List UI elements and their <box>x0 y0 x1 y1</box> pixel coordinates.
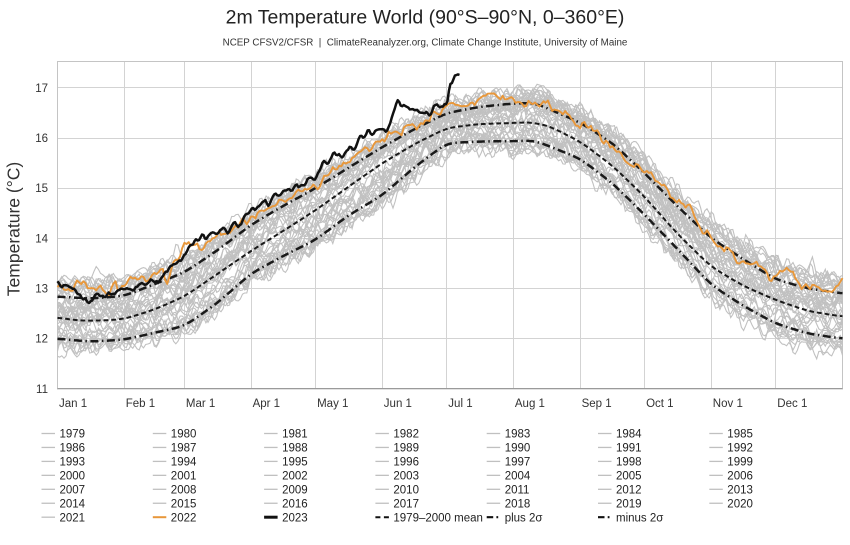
svg-text:May 1: May 1 <box>317 398 348 410</box>
svg-text:Aug 1: Aug 1 <box>515 398 545 410</box>
svg-text:2007: 2007 <box>60 484 86 496</box>
svg-text:Dec 1: Dec 1 <box>777 398 807 410</box>
svg-text:1999: 1999 <box>727 457 753 469</box>
svg-text:2006: 2006 <box>727 471 753 483</box>
svg-text:1979: 1979 <box>60 429 86 441</box>
svg-text:11: 11 <box>36 384 48 396</box>
svg-text:2019: 2019 <box>616 498 642 510</box>
svg-text:Nov 1: Nov 1 <box>713 398 743 410</box>
svg-text:2021: 2021 <box>60 512 86 524</box>
svg-text:1988: 1988 <box>282 443 308 455</box>
svg-text:2003: 2003 <box>393 471 419 483</box>
svg-text:1994: 1994 <box>171 457 197 469</box>
svg-text:Jan 1: Jan 1 <box>59 398 87 410</box>
svg-text:1995: 1995 <box>282 457 308 469</box>
svg-text:2012: 2012 <box>616 484 642 496</box>
svg-text:Apr 1: Apr 1 <box>253 398 281 410</box>
svg-text:2004: 2004 <box>505 471 531 483</box>
svg-text:2016: 2016 <box>282 498 308 510</box>
svg-text:2023: 2023 <box>282 512 308 524</box>
svg-text:13: 13 <box>35 284 48 296</box>
svg-text:1998: 1998 <box>616 457 642 469</box>
svg-text:1982: 1982 <box>393 429 419 441</box>
svg-text:Jun 1: Jun 1 <box>384 398 412 410</box>
svg-text:2009: 2009 <box>282 484 308 496</box>
svg-text:Temperature (°C): Temperature (°C) <box>4 162 24 296</box>
svg-text:Mar 1: Mar 1 <box>186 398 215 410</box>
svg-text:minus 2σ: minus 2σ <box>616 512 663 524</box>
svg-text:1985: 1985 <box>727 429 753 441</box>
svg-text:2002: 2002 <box>282 471 308 483</box>
svg-text:2008: 2008 <box>171 484 197 496</box>
svg-text:2001: 2001 <box>171 471 197 483</box>
svg-text:2017: 2017 <box>393 498 419 510</box>
svg-text:15: 15 <box>35 183 48 195</box>
svg-text:1996: 1996 <box>393 457 419 469</box>
svg-text:2020: 2020 <box>727 498 753 510</box>
svg-text:2018: 2018 <box>505 498 531 510</box>
svg-text:1987: 1987 <box>171 443 197 455</box>
svg-text:12: 12 <box>35 334 48 346</box>
svg-text:16: 16 <box>35 133 48 145</box>
svg-text:Feb 1: Feb 1 <box>126 398 155 410</box>
svg-text:2014: 2014 <box>60 498 86 510</box>
svg-text:2005: 2005 <box>616 471 642 483</box>
svg-text:1989: 1989 <box>393 443 419 455</box>
svg-text:2015: 2015 <box>171 498 197 510</box>
svg-text:2011: 2011 <box>505 484 530 496</box>
svg-text:1983: 1983 <box>505 429 531 441</box>
svg-text:2013: 2013 <box>727 484 753 496</box>
svg-text:1991: 1991 <box>616 443 642 455</box>
svg-text:Jul 1: Jul 1 <box>448 398 472 410</box>
svg-text:2000: 2000 <box>60 471 86 483</box>
svg-text:1979–2000 mean: 1979–2000 mean <box>393 512 483 524</box>
svg-text:17: 17 <box>35 83 48 95</box>
svg-text:1993: 1993 <box>60 457 86 469</box>
svg-text:NCEP CFSV2/CFSR | ClimateRea: NCEP CFSV2/CFSR | ClimateReanalyzer.org,… <box>223 38 628 49</box>
svg-text:2m Temperature World (90°S–90°: 2m Temperature World (90°S–90°N, 0–360°E… <box>226 7 625 29</box>
svg-text:1992: 1992 <box>727 443 753 455</box>
svg-text:1986: 1986 <box>60 443 86 455</box>
svg-text:1980: 1980 <box>171 429 197 441</box>
svg-text:1981: 1981 <box>282 429 308 441</box>
svg-text:1990: 1990 <box>505 443 531 455</box>
svg-text:1984: 1984 <box>616 429 642 441</box>
svg-text:14: 14 <box>35 233 48 245</box>
svg-text:1997: 1997 <box>505 457 531 469</box>
svg-text:Sep 1: Sep 1 <box>582 398 612 410</box>
svg-text:2010: 2010 <box>393 484 419 496</box>
svg-text:2022: 2022 <box>171 512 197 524</box>
svg-text:Oct 1: Oct 1 <box>646 398 673 410</box>
svg-text:plus 2σ: plus 2σ <box>505 512 543 524</box>
